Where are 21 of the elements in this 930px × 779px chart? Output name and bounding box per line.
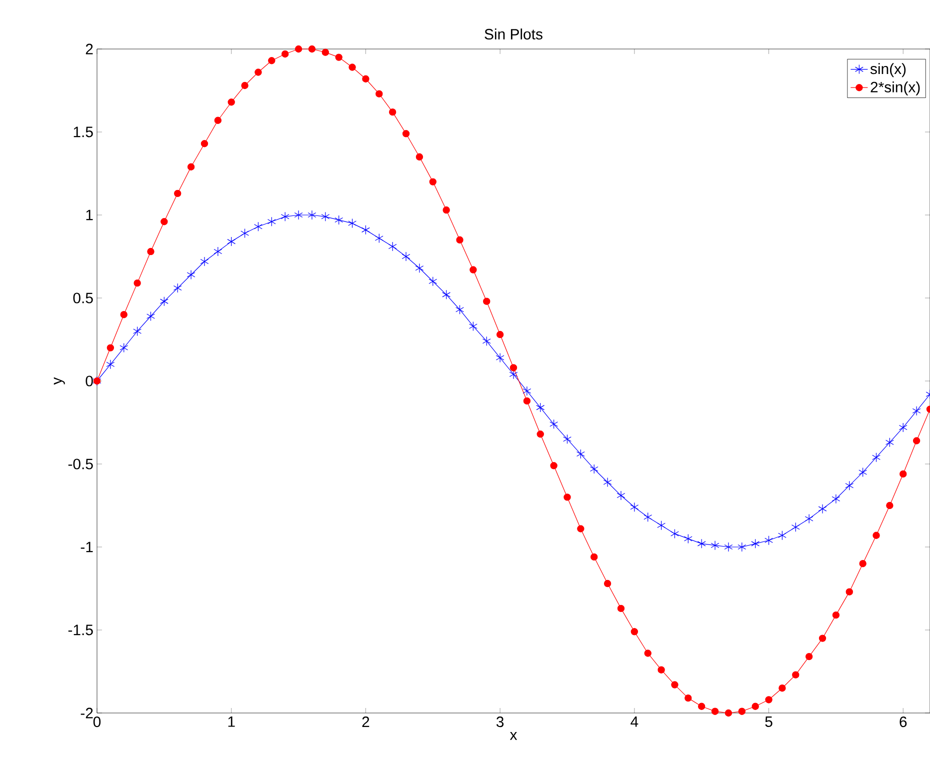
x-tick-label: 4	[630, 716, 638, 727]
x-tick-label: 0	[93, 716, 101, 728]
legend-label: sin(x)	[870, 63, 906, 78]
x-tick-label: 3	[496, 716, 504, 728]
y-tick-label: 0.5	[73, 292, 93, 304]
x-axis-title: x	[510, 732, 518, 740]
y-tick-label: 1.5	[74, 126, 93, 138]
y-tick-label: 2	[86, 44, 93, 54]
chart-title: Sin Plots	[484, 28, 542, 40]
y-tick-label: -1.5	[68, 624, 93, 636]
x-tick-label: 6	[900, 716, 907, 728]
y-tick-label: -2	[80, 708, 93, 718]
x-tick-label: 2	[362, 716, 370, 727]
y-tick-label: 0	[86, 376, 93, 386]
x-tick-label: 5	[765, 716, 772, 727]
y-tick-label: -1	[80, 542, 93, 552]
y-tick-label: 1	[86, 210, 93, 220]
x-tick-label: 1	[228, 716, 235, 727]
legend-label: 2*sin(x)	[870, 81, 920, 96]
y-axis-title: y	[54, 377, 65, 385]
y-tick-label: -0.5	[68, 458, 93, 470]
